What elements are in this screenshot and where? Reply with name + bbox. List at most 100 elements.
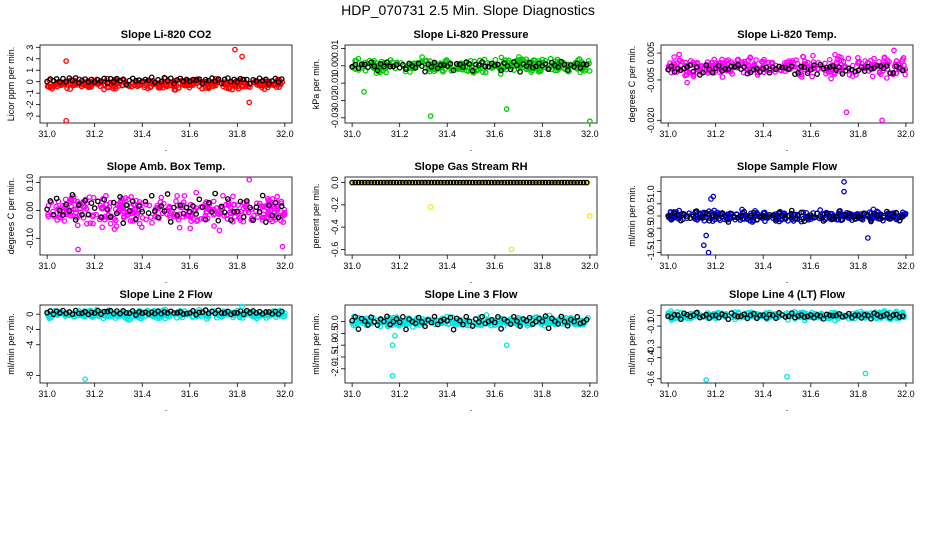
reference-point xyxy=(107,75,114,82)
reference-point xyxy=(212,190,218,197)
data-point xyxy=(883,75,890,81)
reference-point xyxy=(779,64,786,71)
reference-point xyxy=(887,70,893,76)
x-axis-label: . xyxy=(786,403,789,413)
x-tick-label: 32.0 xyxy=(897,129,915,139)
data-point xyxy=(480,69,486,76)
reference-point xyxy=(804,213,811,220)
data-point xyxy=(893,70,900,77)
reference-point xyxy=(231,208,238,215)
data-point xyxy=(136,315,143,322)
reference-point xyxy=(361,179,368,186)
data-point xyxy=(237,217,244,223)
y-axis-label: kPa per min. xyxy=(311,59,321,110)
data-point xyxy=(158,194,165,201)
reference-point xyxy=(564,179,571,186)
data-point xyxy=(194,217,201,223)
reference-point xyxy=(665,213,671,219)
x-tick-label: 31.8 xyxy=(534,129,552,139)
reference-point xyxy=(558,58,565,65)
reference-point xyxy=(868,66,874,72)
reference-point xyxy=(114,210,120,217)
data-point xyxy=(62,196,69,203)
outlier-point xyxy=(843,109,850,116)
reference-point xyxy=(98,214,104,221)
x-tick-label: 31.6 xyxy=(181,261,199,271)
reference-point xyxy=(571,64,577,70)
reference-point xyxy=(883,208,890,215)
x-tick-label: 31.4 xyxy=(133,389,151,399)
reference-point xyxy=(552,179,558,186)
reference-point xyxy=(365,179,371,186)
y-axis-label: degrees C per min. xyxy=(6,178,16,255)
x-tick-label: 31.0 xyxy=(659,389,677,399)
reference-point xyxy=(839,313,846,320)
reference-point xyxy=(750,310,757,317)
reference-point xyxy=(523,317,530,324)
reference-point xyxy=(453,179,460,186)
reference-point xyxy=(384,59,390,66)
reference-point xyxy=(687,313,694,320)
reference-point xyxy=(491,319,498,326)
data-point xyxy=(176,224,183,231)
reference-point xyxy=(763,64,770,71)
x-tick-label: 31.6 xyxy=(802,129,820,139)
outlier-point xyxy=(587,118,593,125)
chart-panel-6: Slope Sample Flow 31.0 31.2 31.4 31.6 31.8 32.… xyxy=(627,161,915,285)
outlier-point xyxy=(75,246,81,253)
data-point xyxy=(211,223,217,229)
reference-point xyxy=(422,323,428,330)
reference-point xyxy=(250,217,257,223)
y-axis-label: degrees C per min. xyxy=(627,46,637,123)
reference-point xyxy=(561,61,568,68)
reference-point xyxy=(72,307,79,314)
reference-point xyxy=(56,79,63,85)
reference-point xyxy=(495,61,501,68)
reference-point xyxy=(533,63,539,70)
reference-point xyxy=(215,76,222,82)
reference-point xyxy=(880,213,887,219)
reference-point xyxy=(899,213,906,220)
x-tick-label: 31.0 xyxy=(343,261,361,271)
reference-point xyxy=(788,310,795,316)
plot-frame xyxy=(660,44,914,124)
reference-point xyxy=(849,217,855,223)
data-point xyxy=(753,57,759,63)
outlier-point xyxy=(684,79,691,86)
data-point xyxy=(261,203,267,210)
reference-point xyxy=(107,214,114,220)
reference-point xyxy=(365,64,371,71)
y-tick-label: 0.00 xyxy=(25,202,35,220)
reference-point xyxy=(82,76,89,82)
x-axis-label: . xyxy=(470,403,473,413)
reference-point xyxy=(371,63,378,70)
reference-point xyxy=(450,179,457,186)
reference-point xyxy=(514,318,520,324)
reference-point xyxy=(425,179,432,186)
reference-point xyxy=(700,214,706,220)
reference-point xyxy=(788,207,795,214)
reference-point xyxy=(520,179,527,186)
reference-point xyxy=(136,203,142,209)
data-point xyxy=(853,72,859,78)
reference-point xyxy=(428,319,435,326)
reference-point xyxy=(533,179,539,186)
reference-point xyxy=(766,69,773,76)
outlier-point xyxy=(587,213,593,219)
data-point xyxy=(802,58,808,65)
x-tick-label: 31.8 xyxy=(229,129,247,139)
reference-point xyxy=(864,213,871,219)
reference-point xyxy=(224,75,231,81)
reference-point xyxy=(501,60,508,66)
data-point xyxy=(719,74,726,80)
reference-point xyxy=(728,210,735,217)
y-tick-label: 0.5 xyxy=(646,198,656,211)
reference-point xyxy=(877,313,884,320)
reference-point xyxy=(715,314,722,321)
reference-point xyxy=(396,64,403,71)
reference-point xyxy=(517,69,523,75)
reference-point xyxy=(715,62,722,69)
reference-point xyxy=(399,179,406,186)
chart-panel-8: Slope Line 3 Flow 31.0 31.2 31.4 31.6 31.8 32.… xyxy=(311,289,599,413)
reference-point xyxy=(107,307,114,314)
